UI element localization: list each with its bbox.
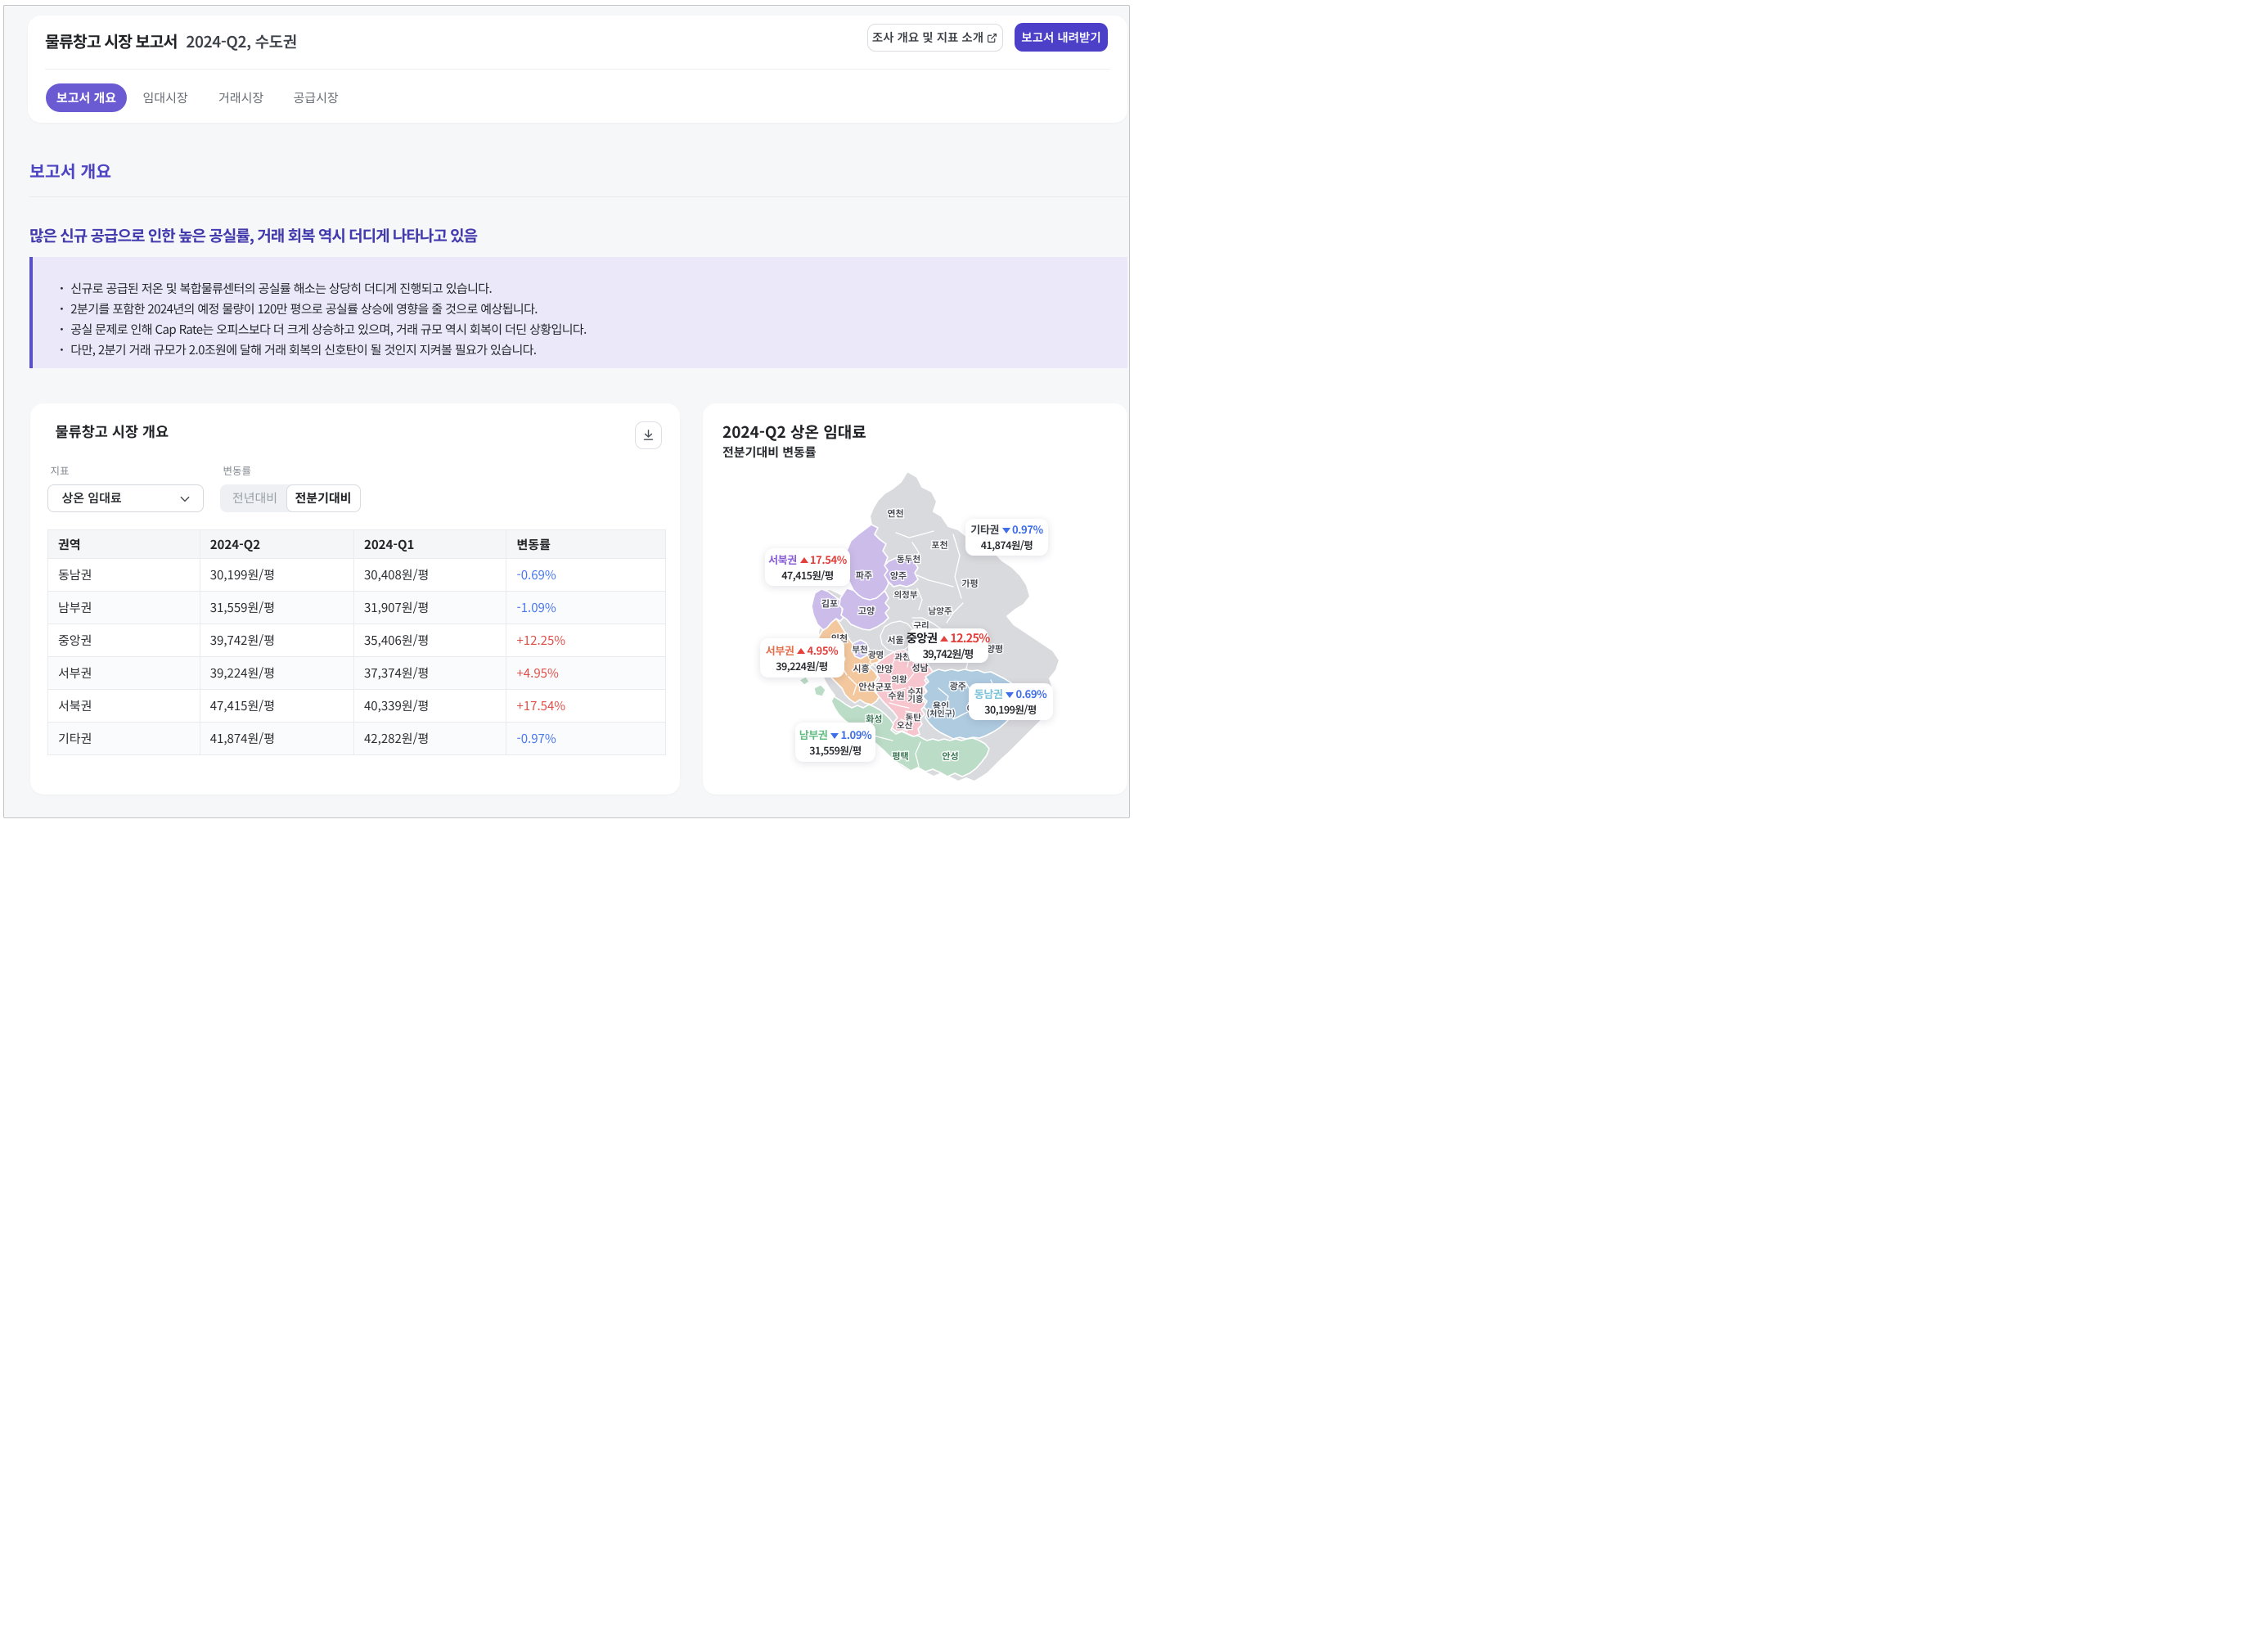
svg-text:의왕: 의왕	[891, 673, 907, 686]
svg-text:과천: 과천	[894, 651, 910, 663]
svg-text:평택: 평택	[892, 750, 908, 763]
svg-text:연천: 연천	[887, 507, 903, 520]
svg-text:동탄: 동탄	[905, 711, 921, 723]
svg-text:광주: 광주	[949, 679, 965, 692]
svg-text:기흥: 기흥	[907, 693, 924, 705]
svg-text:수지: 수지	[907, 686, 923, 698]
svg-text:양평: 양평	[986, 642, 1002, 655]
svg-text:부천: 부천	[852, 643, 867, 655]
svg-text:용인: 용인	[932, 699, 948, 712]
svg-text:동두천: 동두천	[897, 553, 920, 565]
svg-text:가평: 가평	[961, 577, 978, 590]
svg-text:남양주: 남양주	[928, 605, 952, 617]
svg-text:안산: 안산	[858, 680, 875, 693]
svg-text:의정부: 의정부	[893, 588, 917, 601]
svg-text:군포: 군포	[875, 680, 891, 693]
svg-text:수원: 수원	[888, 689, 904, 702]
svg-text:오산: 오산	[897, 719, 913, 732]
svg-text:양주: 양주	[889, 569, 906, 582]
svg-text:김포: 김포	[821, 597, 837, 610]
svg-text:포천: 포천	[931, 538, 947, 552]
svg-text:성남: 성남	[911, 661, 928, 674]
svg-text:안성: 안성	[942, 750, 958, 763]
svg-text:시흥: 시흥	[853, 662, 869, 675]
svg-text:광명: 광명	[867, 649, 883, 661]
svg-text:(처인구): (처인구)	[926, 706, 955, 718]
svg-text:안양: 안양	[875, 662, 892, 675]
svg-text:파주: 파주	[855, 569, 871, 582]
svg-text:고양: 고양	[857, 604, 874, 617]
svg-text:서울: 서울	[887, 633, 903, 646]
